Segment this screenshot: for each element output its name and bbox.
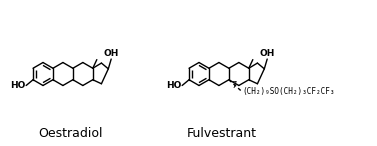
Text: OH: OH <box>104 49 119 58</box>
Text: 7: 7 <box>231 81 237 90</box>
Text: Oestradiol: Oestradiol <box>38 127 103 140</box>
Text: (CH₂)₉SO(CH₂)₃CF₂CF₃: (CH₂)₉SO(CH₂)₃CF₂CF₃ <box>242 87 335 96</box>
Text: HO: HO <box>166 81 181 90</box>
Text: Fulvestrant: Fulvestrant <box>187 127 257 140</box>
Text: HO: HO <box>10 81 25 90</box>
Text: OH: OH <box>259 49 275 58</box>
